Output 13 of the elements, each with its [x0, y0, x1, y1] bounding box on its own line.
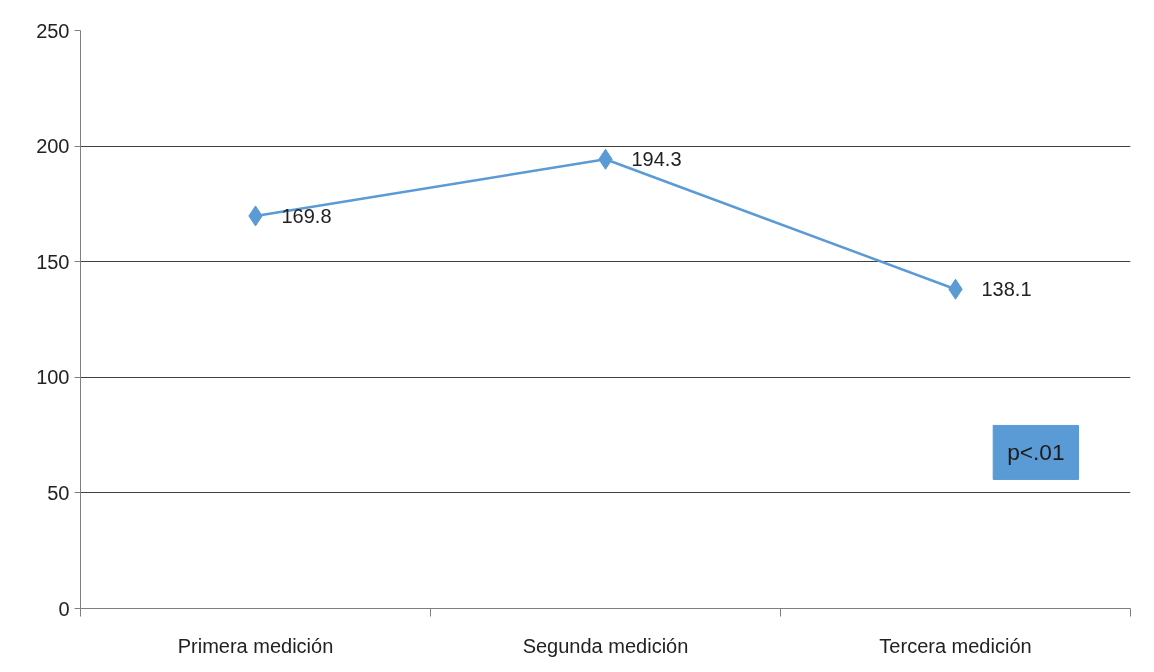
x-tick-label: Tercera medición	[879, 634, 1032, 657]
y-tick-label: 100	[36, 366, 70, 389]
data-label: 169.8	[281, 204, 332, 227]
y-tick-label: 150	[36, 250, 70, 273]
annotation: p<.01	[1007, 439, 1065, 466]
y-tick-label: 50	[47, 481, 70, 504]
y-tick-label: 200	[36, 135, 70, 158]
data-label: 138.1	[981, 278, 1032, 301]
x-tick-label: Segunda medición	[522, 634, 689, 657]
data-label: 194.3	[631, 148, 682, 171]
y-tick-label: 0	[58, 597, 70, 620]
x-tick-label: Primera medición	[177, 634, 334, 657]
y-tick-label: 250	[36, 19, 70, 42]
